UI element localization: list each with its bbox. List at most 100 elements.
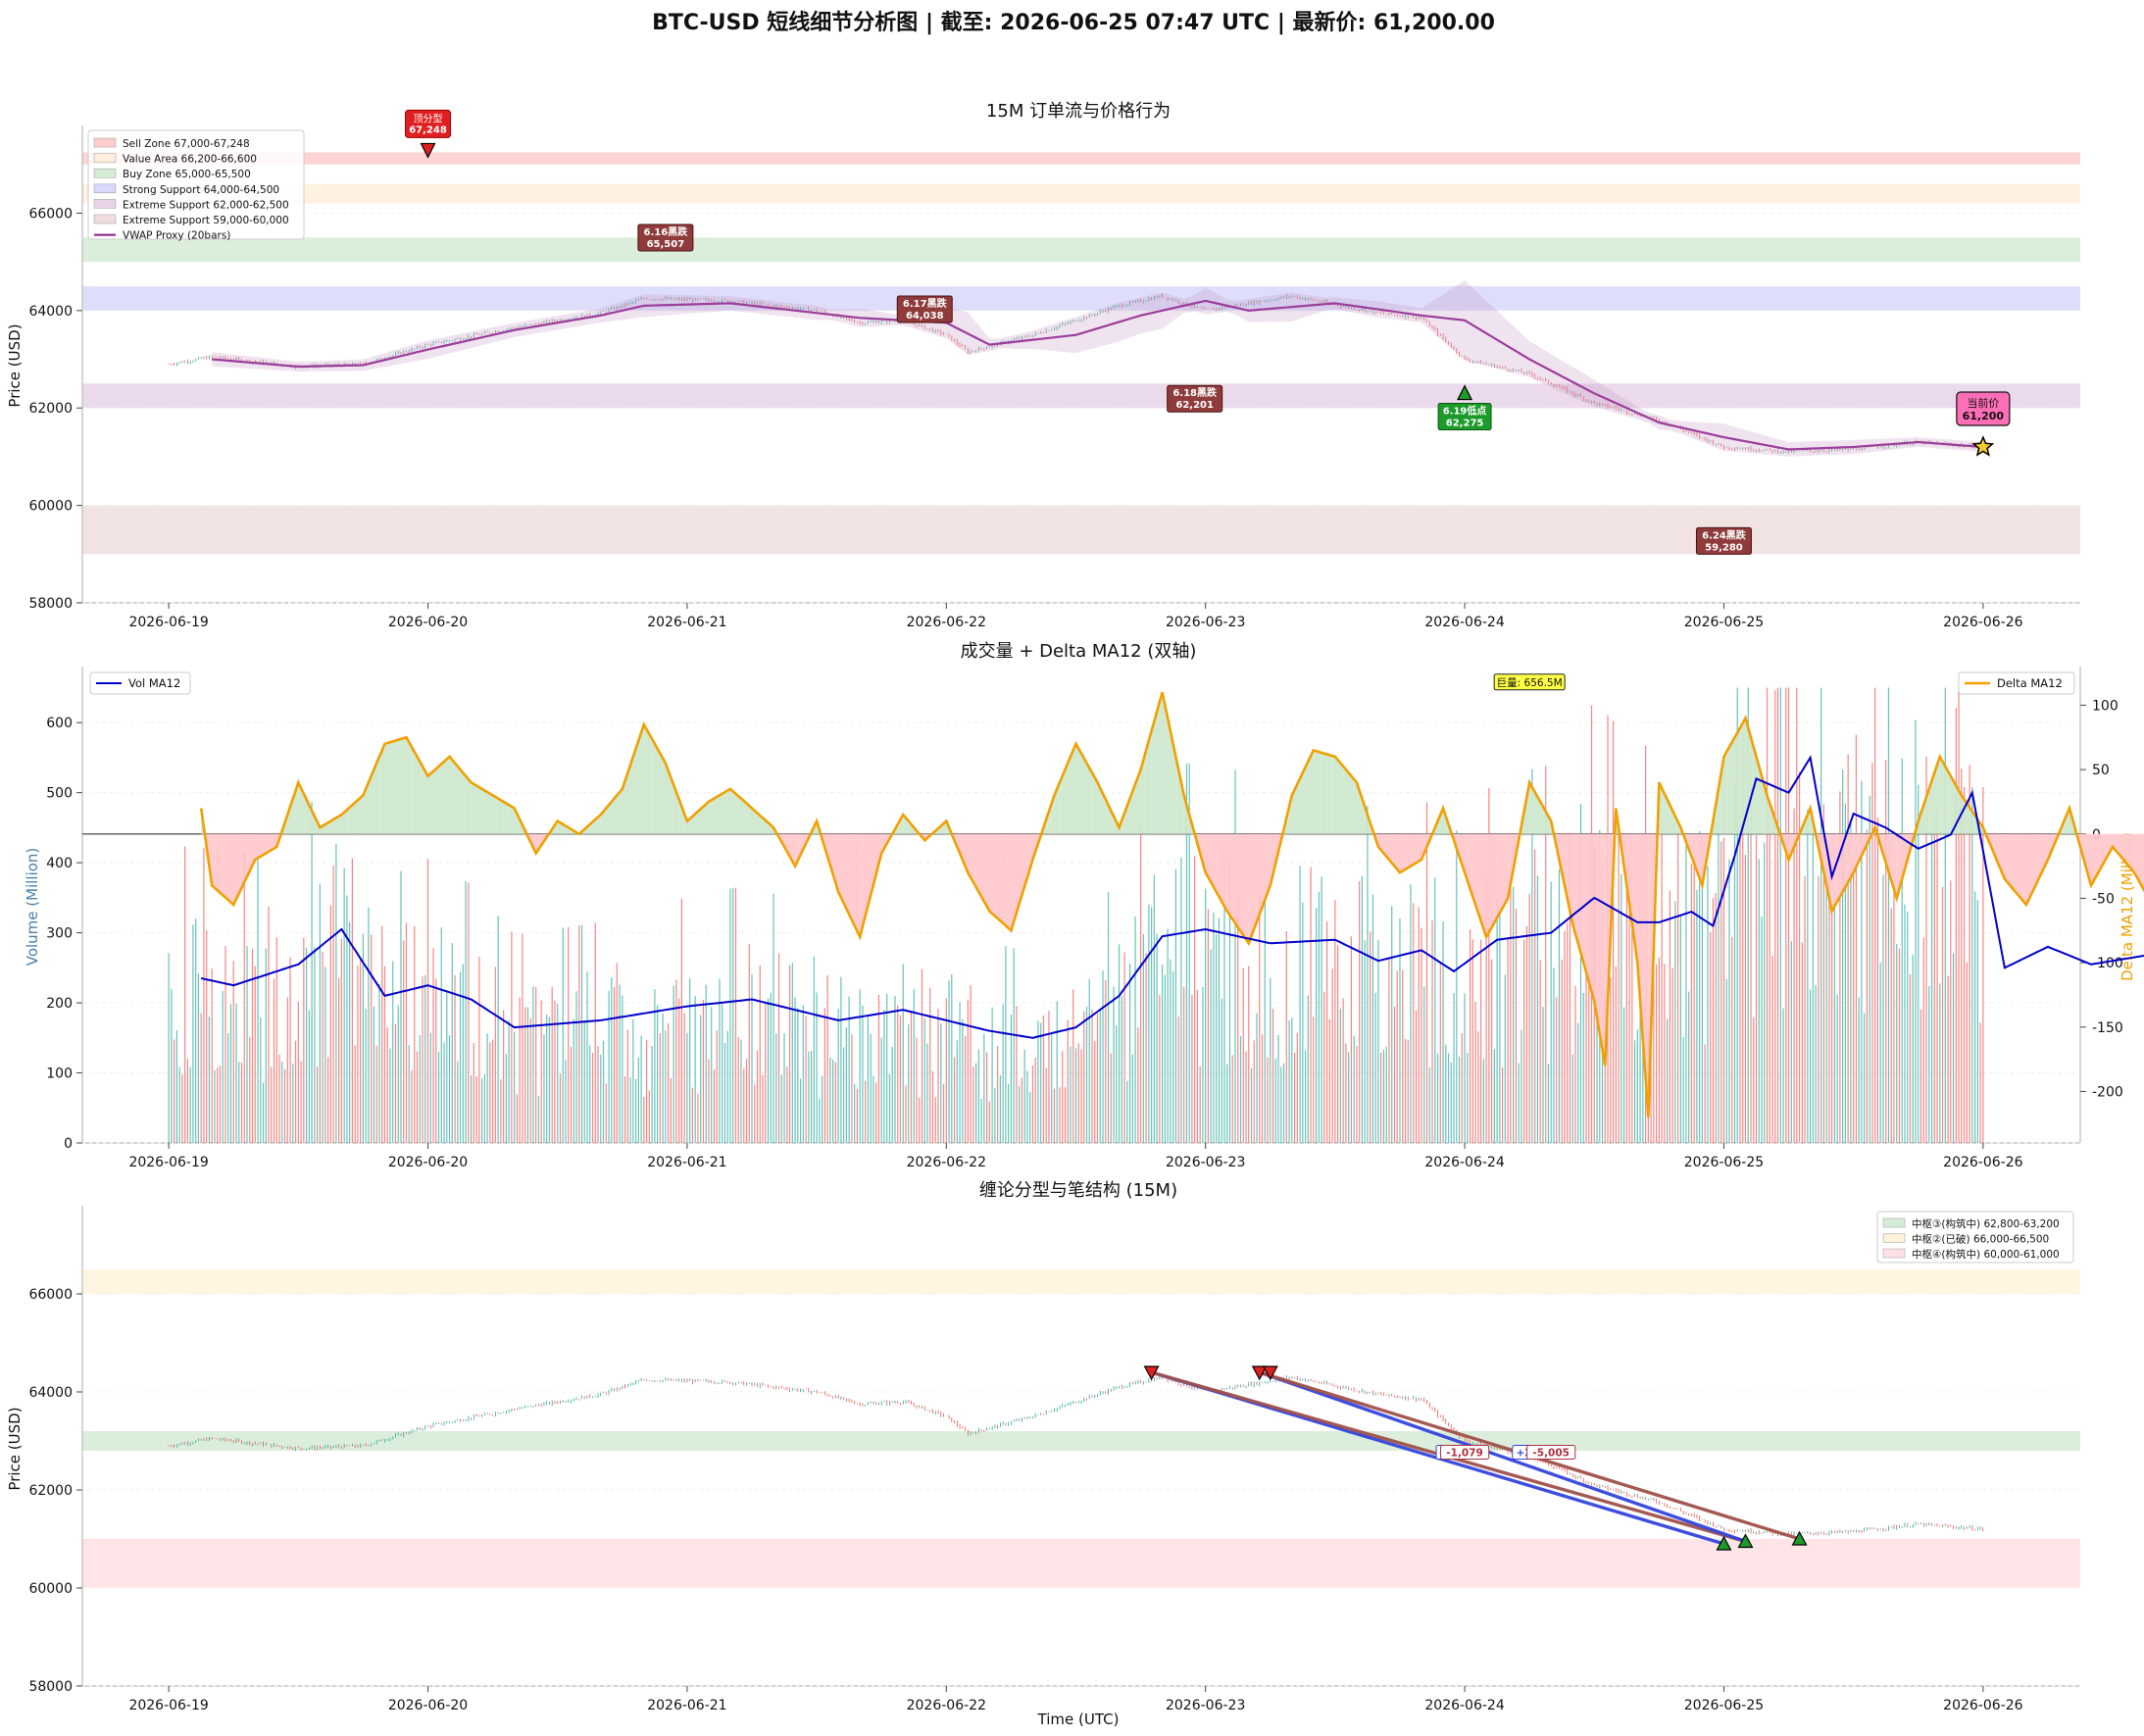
fractal-bottom-marker xyxy=(1791,1530,1808,1546)
delta-fill-positive xyxy=(759,815,764,834)
delta-fill-negative xyxy=(1605,833,1609,1066)
annotation-label: 6.17黑跌 xyxy=(903,297,948,310)
delta-fill-negative xyxy=(1388,833,1393,865)
legend-swatch xyxy=(93,183,117,194)
legend-frame xyxy=(89,671,191,695)
delta-fill-positive xyxy=(611,797,616,834)
y-tick-label: 600 xyxy=(46,716,73,731)
delta-fill-negative xyxy=(233,833,237,905)
delta-fill-positive xyxy=(600,810,605,834)
delta-fill-negative xyxy=(273,833,277,850)
delta-fill-positive xyxy=(1353,777,1357,834)
delta-fill-negative xyxy=(1586,833,1591,989)
x-tick-label: 2026-06-26 xyxy=(1943,615,2022,630)
delta-fill-negative xyxy=(1846,833,1850,886)
delta-fill-negative xyxy=(1569,833,1573,924)
delta-fill-positive xyxy=(298,782,302,834)
annotation-box xyxy=(1167,384,1223,413)
delta-fill-negative xyxy=(1226,833,1231,918)
delta-fill-positive xyxy=(492,795,497,834)
delta-fill-negative xyxy=(2134,833,2138,879)
delta-fill-positive xyxy=(1075,743,1080,834)
delta-fill-negative xyxy=(1223,833,1227,912)
x-tick-label: 2026-06-19 xyxy=(128,1155,208,1170)
delta-fill-positive xyxy=(1734,730,1739,834)
delta-fill-positive xyxy=(377,752,381,834)
y-tick-label-right: -50 xyxy=(2092,891,2115,907)
delta-fill-negative xyxy=(2019,833,2023,901)
delta-fill-negative xyxy=(1648,833,1653,1117)
legend-swatch xyxy=(93,137,117,148)
delta-fill-negative xyxy=(834,833,839,892)
zone-band xyxy=(82,1431,2080,1451)
delta-fill-positive xyxy=(1936,756,1940,834)
delta-fill-positive xyxy=(1730,737,1735,834)
delta-fill-negative xyxy=(1896,833,1901,899)
delta-fill-negative xyxy=(972,833,975,886)
delta-fill-negative xyxy=(2098,833,2103,873)
delta-fill-negative xyxy=(1213,833,1217,892)
delta-fill-positive xyxy=(1932,767,1937,834)
delta-fill-positive xyxy=(1166,709,1170,834)
delta-fill-negative xyxy=(1248,833,1253,944)
delta-fill-negative xyxy=(2126,833,2131,868)
zone-band xyxy=(82,1269,2080,1294)
delta-fill-negative xyxy=(2047,833,2052,861)
fractal-bottom-marker xyxy=(1716,1535,1732,1551)
delta-fill-negative xyxy=(827,833,831,868)
x-tick-label: 2026-06-20 xyxy=(388,615,468,630)
delta-fill xyxy=(201,692,2144,1117)
delta-fill-negative xyxy=(1594,833,1598,1023)
legend-entry: 中枢④(构筑中) 60,000-61,000 xyxy=(1912,1248,2060,1261)
annotation-box xyxy=(405,109,452,138)
delta-fill-negative xyxy=(1007,833,1012,931)
delta-fill-positive xyxy=(557,820,562,834)
delta-fill-negative xyxy=(219,833,224,896)
delta-fill-positive xyxy=(604,806,609,834)
legend-entry: Delta MA12 xyxy=(1997,676,2063,690)
legend-entry: Sell Zone 67,000-67,248 xyxy=(123,138,250,150)
delta-fill-positive xyxy=(1659,782,1664,834)
delta-fill-negative xyxy=(1853,833,1858,873)
y-tick-label: 500 xyxy=(46,786,73,802)
delta-fill-positive xyxy=(705,801,709,834)
price-panel-ylabel: Price (USD) xyxy=(6,323,24,407)
structure-candles xyxy=(168,1374,1984,1536)
delta-fill-positive xyxy=(1770,806,1774,834)
volume-panel-title: 成交量 + Delta MA12 (双轴) xyxy=(961,641,1197,662)
delta-fill-negative xyxy=(1399,833,1404,873)
stroke-label-box xyxy=(1526,1445,1576,1460)
delta-fill-positive xyxy=(723,790,727,834)
delta-fill-positive xyxy=(438,763,443,834)
delta-fill-positive xyxy=(654,743,659,834)
delta-fill-positive xyxy=(406,737,411,834)
vwap-line xyxy=(212,299,1983,451)
delta-fill-positive xyxy=(496,797,500,834)
delta-fill-positive xyxy=(1717,777,1720,834)
vwap-band xyxy=(212,280,1983,457)
volume-spike-label: 巨量: 656.5M xyxy=(1497,677,1563,689)
stroke-label: -5,005 xyxy=(1532,1448,1570,1460)
delta-fill-positive xyxy=(442,760,446,834)
delta-fill-positive xyxy=(1082,756,1087,834)
vol-ma12-line xyxy=(200,755,2144,1039)
delta-fill-positive xyxy=(467,777,472,834)
delta-fill-positive xyxy=(374,761,378,834)
delta-fill-positive xyxy=(1969,806,1972,834)
delta-fill-positive xyxy=(643,724,648,834)
delta-fill-positive xyxy=(1061,769,1066,834)
y-tick-label: 300 xyxy=(46,926,73,942)
delta-fill-negative xyxy=(852,833,857,930)
delta-fill-positive xyxy=(503,801,508,834)
legend-entry: VWAP Proxy (20bars) xyxy=(123,230,230,242)
delta-fill-positive xyxy=(330,818,335,834)
delta-fill-positive xyxy=(1321,752,1324,834)
delta-fill-negative xyxy=(1457,833,1462,863)
delta-fill-negative xyxy=(1827,833,1832,912)
figure-title: BTC-USD 短线细节分析图 | 截至: 2026-06-25 07:47 U… xyxy=(652,10,1495,35)
delta-fill-negative xyxy=(1209,833,1214,886)
delta-fill-positive xyxy=(597,815,601,834)
delta-fill-negative xyxy=(841,833,846,908)
delta-fill-positive xyxy=(474,784,478,834)
delta-fill-negative xyxy=(1202,833,1206,873)
